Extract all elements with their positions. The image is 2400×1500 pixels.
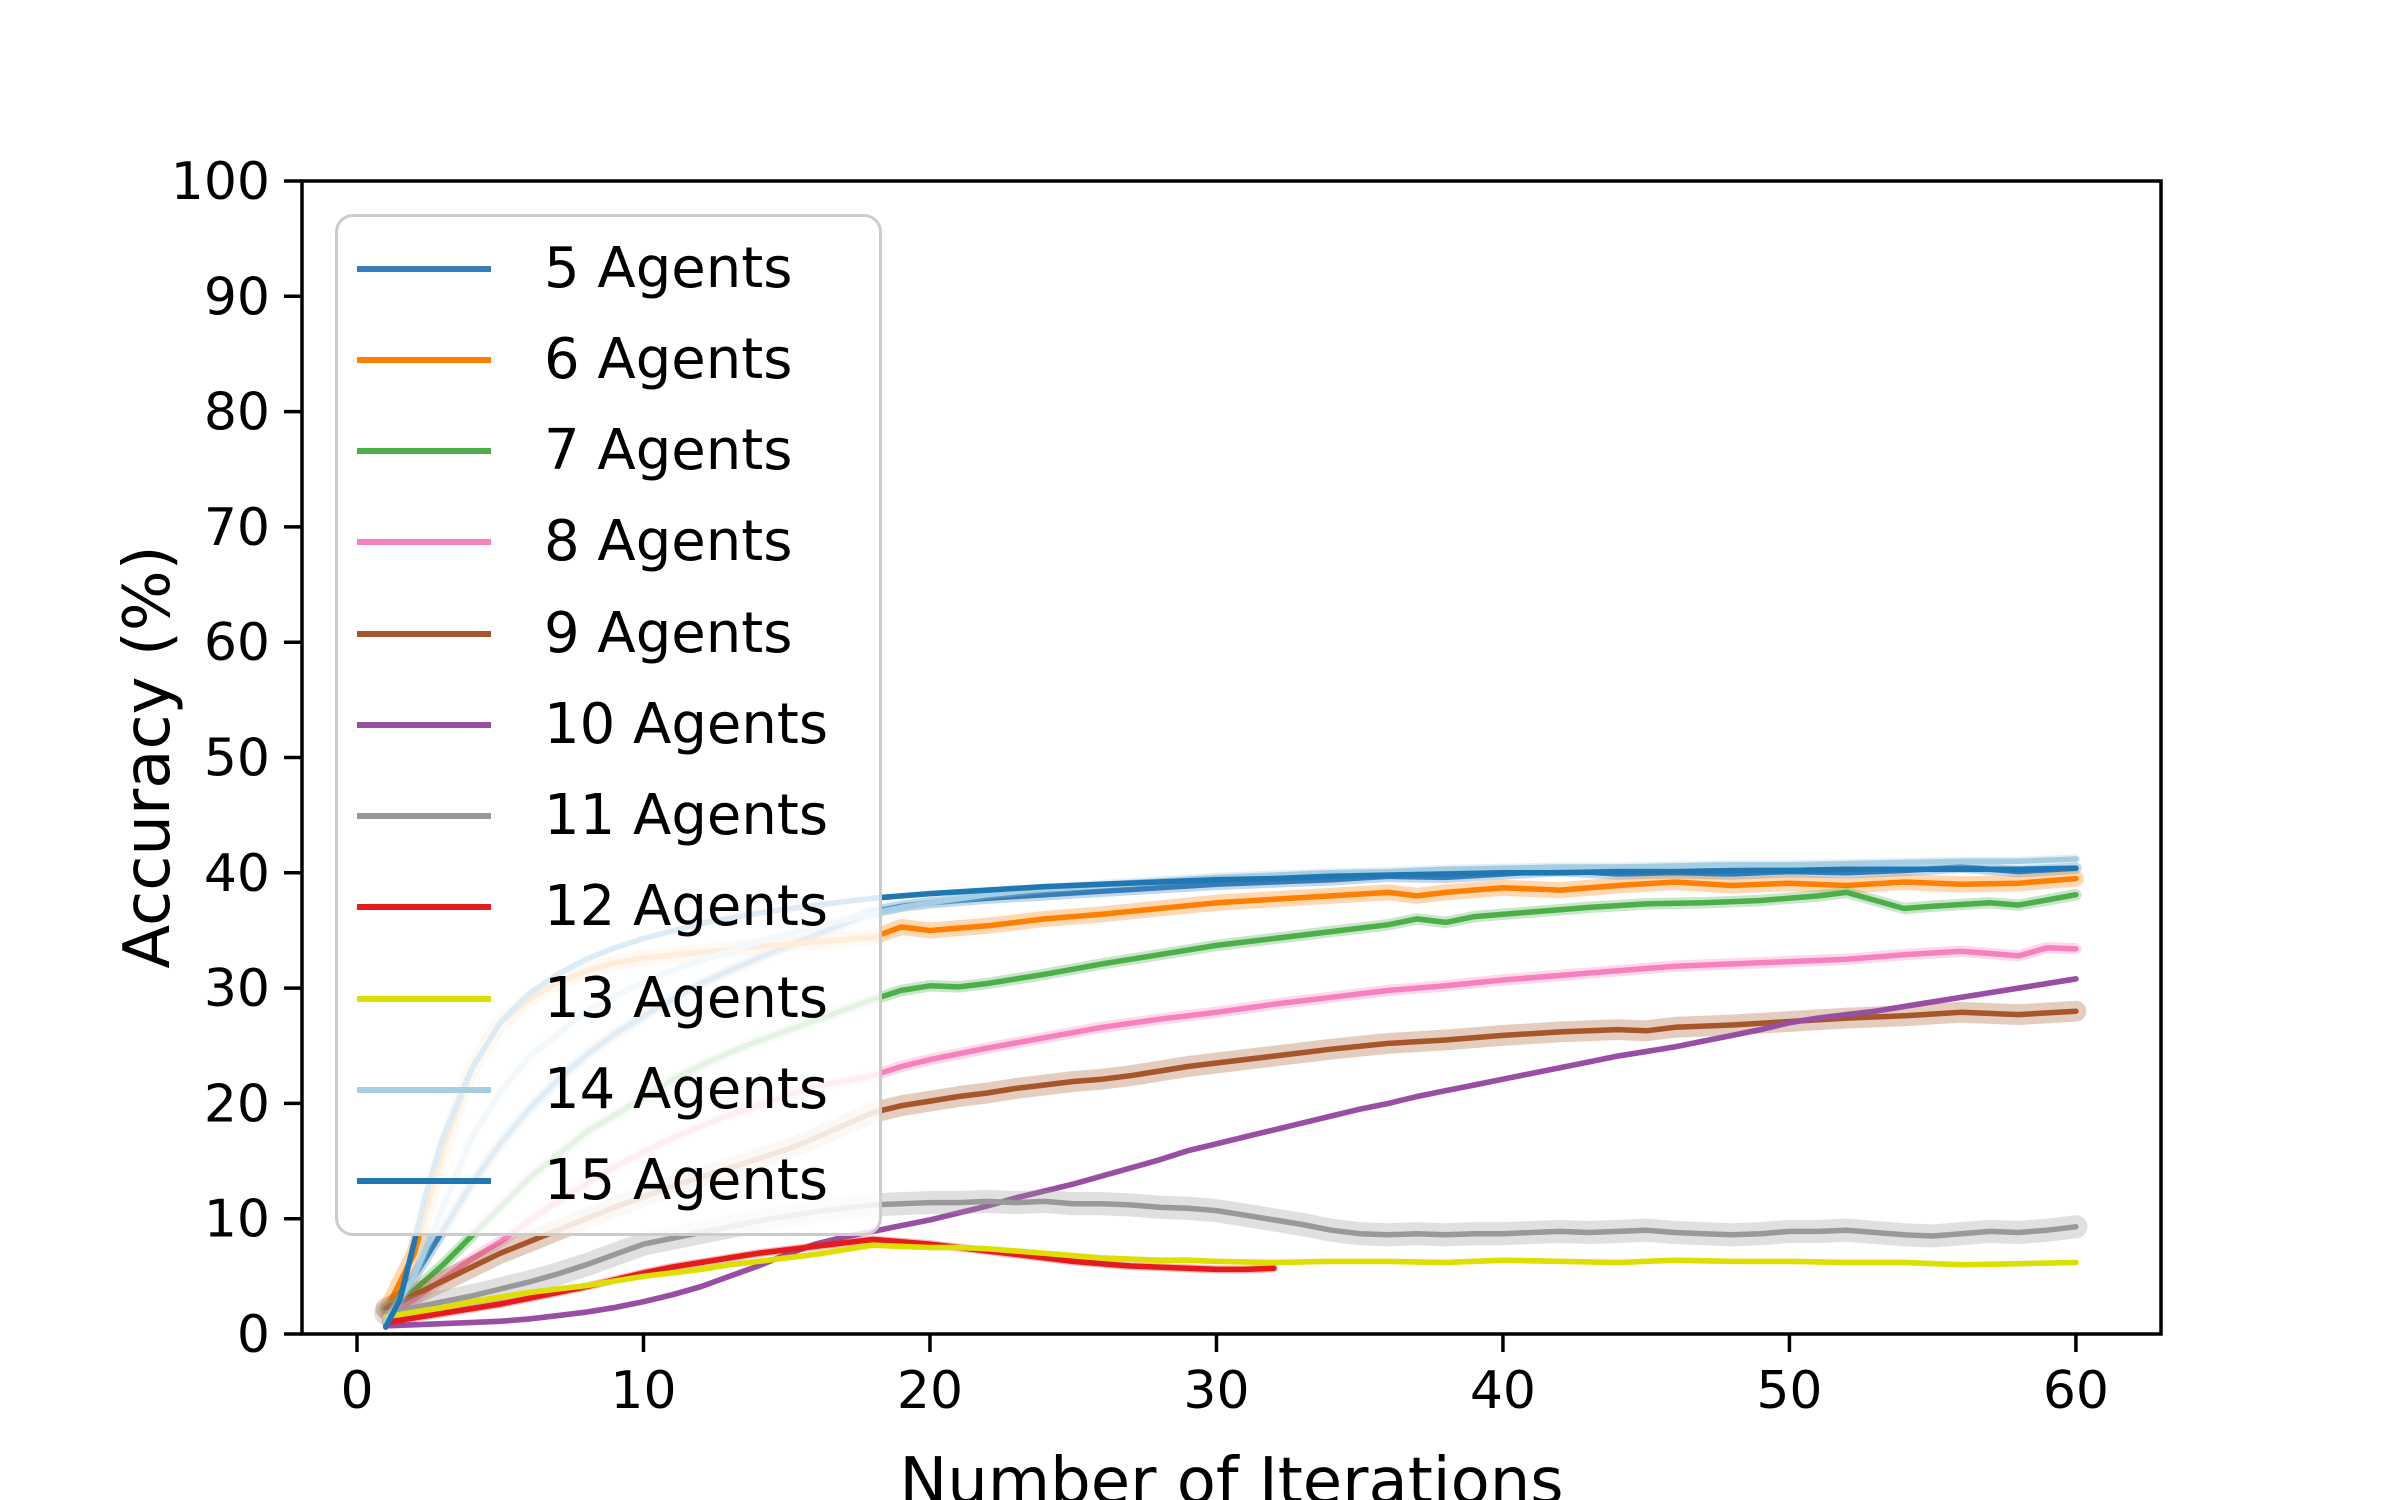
- x-tick-label: 50: [1756, 1361, 1822, 1421]
- y-tick-label: 10: [204, 1190, 270, 1250]
- legend-swatch: [357, 1087, 491, 1094]
- legend-swatch: [357, 356, 491, 363]
- y-axis-title: Accuracy (%): [111, 545, 185, 969]
- series-line-13-agents: [382, 1242, 2079, 1320]
- legend-label: 14 Agents: [544, 1057, 828, 1123]
- x-tick-label: 60: [2043, 1361, 2109, 1421]
- legend-item: 15 Agents: [357, 1136, 879, 1227]
- legend-item: 10 Agents: [357, 679, 879, 770]
- legend-swatch: [357, 630, 491, 637]
- legend-item: 12 Agents: [357, 862, 879, 953]
- series-line-12-agents: [382, 1236, 1277, 1326]
- legend-swatch: [357, 448, 491, 455]
- legend-label: 13 Agents: [544, 965, 828, 1031]
- legend-label: 6 Agents: [544, 326, 793, 392]
- x-tick-label: 20: [897, 1361, 963, 1421]
- legend-swatch: [357, 265, 491, 272]
- legend-label: 5 Agents: [544, 235, 793, 301]
- x-tick-label: 40: [1470, 1361, 1536, 1421]
- y-tick-label: 80: [204, 383, 270, 443]
- y-tick-label: 70: [204, 498, 270, 558]
- series-line-10-agents: [382, 976, 2079, 1329]
- y-tick-label: 20: [204, 1074, 270, 1134]
- legend-label: 10 Agents: [544, 691, 828, 757]
- axes-spines: [300, 179, 2163, 1336]
- x-tick-label: 10: [610, 1361, 676, 1421]
- legend-swatch: [357, 1178, 491, 1185]
- y-tick-label: 100: [171, 152, 270, 212]
- y-tick-label: 40: [204, 844, 270, 904]
- legend-label: 11 Agents: [544, 783, 828, 849]
- legend-swatch: [357, 813, 491, 820]
- legend-label: 8 Agents: [544, 509, 793, 575]
- legend-label: 15 Agents: [544, 1148, 828, 1214]
- legend-item: 8 Agents: [357, 497, 879, 588]
- legend-item: 9 Agents: [357, 588, 879, 679]
- y-tick-label: 0: [237, 1305, 270, 1365]
- legend-label: 7 Agents: [544, 418, 793, 484]
- x-tick-label: 30: [1183, 1361, 1249, 1421]
- y-tick-label: 90: [204, 267, 270, 327]
- legend: 5 Agents 6 Agents 7 Agents 8 Agents 9 Agents…: [335, 214, 882, 1236]
- legend-item: 6 Agents: [357, 314, 879, 405]
- legend-swatch: [357, 904, 491, 911]
- legend-item: 7 Agents: [357, 406, 879, 497]
- legend-label: 9 Agents: [544, 600, 793, 666]
- legend-item: 13 Agents: [357, 953, 879, 1044]
- legend-swatch: [357, 721, 491, 728]
- x-axis-title: Number of Iterations: [899, 1445, 1564, 1500]
- y-tick-label: 50: [204, 729, 270, 789]
- legend-label: 12 Agents: [544, 874, 828, 940]
- legend-item: 11 Agents: [357, 771, 879, 862]
- x-tick-label: 0: [340, 1361, 373, 1421]
- legend-item: 5 Agents: [357, 223, 879, 314]
- legend-item: 14 Agents: [357, 1044, 879, 1135]
- legend-swatch: [357, 995, 491, 1002]
- y-tick-label: 60: [204, 613, 270, 673]
- legend-swatch: [357, 539, 491, 546]
- y-tick-label: 30: [204, 959, 270, 1019]
- series-line-11-agents: [382, 1198, 2079, 1316]
